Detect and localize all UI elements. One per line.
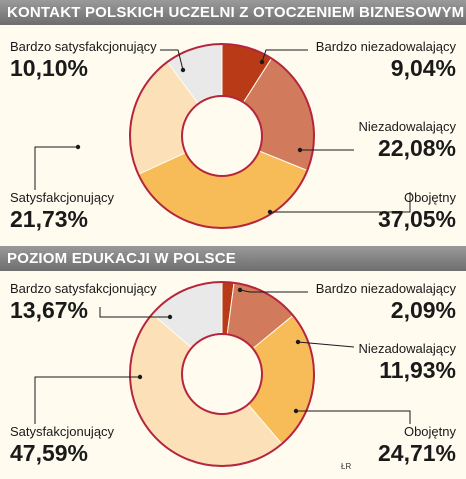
chart-2-leader-unsatisfied (297, 341, 355, 348)
chart-2-value-very-unsatisfied: 2,09% (390, 297, 456, 323)
chart-1-label-satisfied: Satysfakcjonujący (10, 190, 115, 205)
chart-1-leader-neutral-dot (267, 209, 273, 215)
chart-1-leader-satisfied (34, 146, 78, 190)
chart-2-label-neutral: Obojętny (403, 424, 456, 439)
chart-2-leader-very-satisfied-dot (167, 314, 173, 320)
chart-1-label-very-satisfied: Bardzo satysfakcjonujący (10, 39, 157, 54)
chart-2-title: POZIOM EDUKACJI W POLSCE (0, 246, 466, 271)
chart-1-leader-very-unsatisfied (261, 49, 308, 63)
chart-1-leader-very-satisfied-dot (180, 67, 186, 73)
chart-2-inner-hole (181, 333, 263, 415)
chart-2-leader-very-unsatisfied (239, 289, 308, 293)
chart-2-label-very-satisfied: Bardzo satysfakcjonujący (10, 281, 157, 296)
chart-2-leader-unsatisfied-dot (295, 339, 301, 345)
chart-1-leader-satisfied-dot (75, 144, 81, 150)
chart-1-label-unsatisfied: Niezadowalający (358, 119, 456, 134)
chart-1-value-very-satisfied: 10,10% (10, 55, 89, 81)
chart-2-leader-very-satisfied (99, 307, 170, 318)
chart-2-value-neutral: 24,71% (377, 440, 456, 466)
chart-1-value-neutral: 37,05% (377, 206, 456, 232)
chart-2-label-unsatisfied: Niezadowalający (358, 341, 456, 356)
donut-chart-1 (129, 43, 315, 229)
chart-2-outer-ring (129, 281, 315, 467)
chart-2-label-satisfied: Satysfakcjonujący (10, 424, 115, 439)
chart-1-leader-very-unsatisfied-dot (259, 59, 265, 65)
chart-1-leader-neutral (270, 192, 411, 213)
chart-2-leader-satisfied-dot (137, 374, 143, 380)
chart-1-inner-hole (181, 95, 263, 177)
chart-2-label-very-unsatisfied: Bardzo niezadowalający (315, 281, 456, 296)
chart-2-value-satisfied: 47,59% (10, 440, 89, 466)
chart-1-leader-unsatisfied-dot (297, 147, 303, 153)
chart-2-value-unsatisfied: 11,93% (379, 357, 456, 383)
chart-1-leader-very-satisfied (160, 49, 184, 71)
chart-1-title: KONTAKT POLSKICH UCZELNI Z OTOCZENIEM BI… (0, 0, 466, 25)
chart-2-leader-satisfied (34, 376, 140, 424)
chart-2-leader-neutral-dot (293, 408, 299, 414)
chart-2-leader-very-unsatisfied-dot (237, 287, 243, 293)
chart-1-label-neutral: Obojętny (403, 190, 456, 205)
chart-2-value-very-satisfied: 13,67% (10, 297, 89, 323)
leader-lines (34, 49, 411, 424)
chart-1-outer-ring (129, 43, 315, 229)
chart-1-value-very-unsatisfied: 9,04% (390, 55, 456, 81)
chart-1-value-satisfied: 21,73% (10, 206, 89, 232)
author-credit: ŁR (341, 462, 352, 471)
chart-1-value-unsatisfied: 22,08% (377, 135, 456, 161)
donut-chart-2 (129, 281, 315, 467)
chart-1-label-very-unsatisfied: Bardzo niezadowalający (315, 39, 456, 54)
chart-2-leader-neutral (296, 410, 411, 424)
